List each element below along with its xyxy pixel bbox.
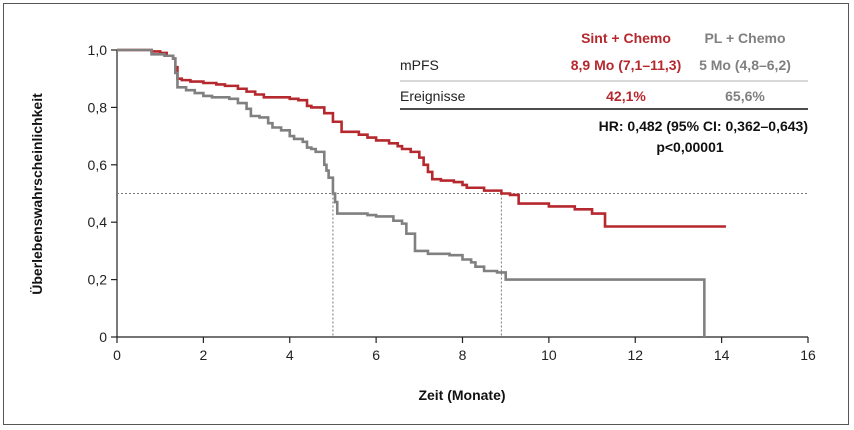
figure-frame — [3, 3, 849, 425]
row-events-label: Ereignisse — [400, 88, 466, 104]
y-ticks: 0 0,2 0,4 0,6 0,8 1,0 — [88, 42, 117, 345]
y-tick-label: 0,6 — [88, 157, 108, 173]
y-tick-label: 0,2 — [88, 272, 108, 288]
p-value: p<0,00001 — [656, 139, 724, 155]
y-tick-label: 1,0 — [88, 42, 108, 58]
x-axis-title: Zeit (Monate) — [418, 387, 505, 403]
median-guides — [117, 193, 808, 337]
col-header-sint: Sint + Chemo — [581, 30, 671, 46]
x-tick-label: 8 — [459, 347, 467, 363]
x-tick-label: 14 — [714, 347, 730, 363]
y-tick-label: 0,8 — [88, 99, 108, 115]
series-line-pl-chemo — [117, 48, 706, 337]
x-tick-label: 10 — [541, 347, 557, 363]
y-tick-label: 0,4 — [88, 214, 108, 230]
x-tick-label: 4 — [286, 347, 294, 363]
x-tick-label: 12 — [627, 347, 643, 363]
x-tick-label: 2 — [199, 347, 207, 363]
x-tick-label: 16 — [800, 347, 816, 363]
y-tick-label: 0 — [99, 329, 107, 345]
row-events-pl: 65,6% — [725, 88, 765, 104]
info-table: Sint + Chemo PL + Chemo mPFS 8,9 Mo (7,1… — [400, 30, 808, 155]
row-events-sint: 42,1% — [606, 88, 646, 104]
x-ticks: 0 2 4 6 8 10 12 14 16 — [113, 337, 816, 363]
series-line-sint-chemo — [117, 48, 726, 228]
survival-curves — [117, 48, 726, 337]
row-mpfs-pl: 5 Mo (4,8–6,2) — [699, 57, 791, 73]
col-header-pl: PL + Chemo — [704, 30, 785, 46]
row-mpfs-sint: 8,9 Mo (7,1–11,3) — [571, 57, 682, 73]
hazard-ratio: HR: 0,482 (95% CI: 0,362–0,643) — [599, 118, 808, 134]
x-tick-label: 6 — [372, 347, 380, 363]
y-axis-title: Überlebenswahrscheinlichkeit — [29, 93, 45, 295]
row-mpfs-label: mPFS — [400, 57, 439, 73]
x-tick-label: 0 — [113, 347, 121, 363]
